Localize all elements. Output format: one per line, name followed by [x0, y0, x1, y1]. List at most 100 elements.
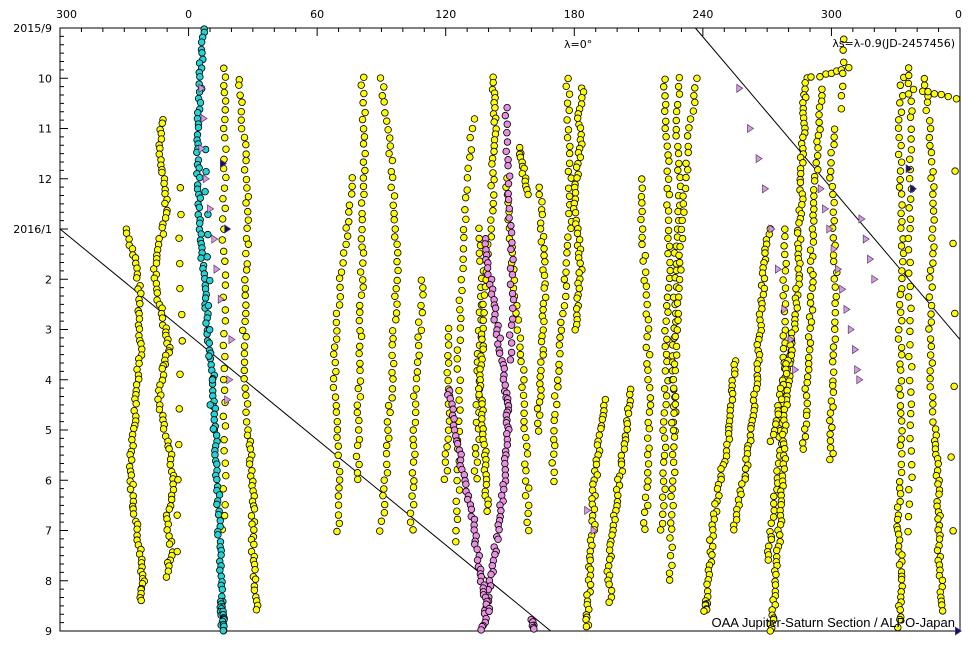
data-point	[339, 249, 348, 257]
data-point	[792, 285, 800, 293]
data-point	[675, 258, 684, 267]
triangle-point	[590, 525, 598, 536]
data-point	[559, 309, 567, 318]
data-point	[209, 425, 218, 433]
y-tick-label: 7	[45, 525, 52, 538]
data-point	[385, 434, 393, 442]
data-point	[494, 535, 502, 543]
data-point	[236, 91, 244, 99]
data-point	[409, 526, 417, 534]
data-point	[808, 284, 816, 292]
data-point	[638, 199, 646, 207]
data-point	[463, 174, 472, 182]
data-point	[378, 92, 387, 100]
data-point	[907, 304, 915, 313]
data-point	[904, 234, 913, 243]
data-point	[419, 284, 427, 292]
data-point	[925, 133, 934, 142]
data-point	[930, 183, 938, 191]
data-point	[641, 493, 650, 502]
data-point	[896, 360, 904, 368]
data-point	[243, 431, 252, 440]
data-point	[517, 357, 525, 366]
data-point	[678, 234, 687, 243]
data-point	[826, 167, 835, 176]
data-point	[906, 258, 914, 267]
data-point	[333, 327, 341, 335]
data-point	[357, 81, 365, 89]
data-point	[638, 240, 646, 249]
data-point	[661, 75, 669, 83]
data-point	[553, 376, 562, 384]
data-point	[673, 326, 682, 334]
data-point	[220, 64, 228, 72]
data-point	[242, 150, 250, 158]
data-point	[475, 390, 483, 399]
data-point	[660, 451, 669, 460]
data-point	[693, 74, 701, 83]
data-point	[409, 483, 418, 492]
triangle-point	[224, 395, 232, 405]
data-point	[491, 550, 499, 559]
data-point	[897, 409, 905, 417]
data-point	[572, 305, 581, 313]
data-point	[565, 106, 573, 115]
data-point	[176, 184, 185, 192]
data-point	[345, 201, 354, 209]
data-point	[675, 284, 683, 292]
data-point	[504, 161, 512, 170]
data-point	[801, 385, 809, 393]
data-point	[417, 301, 425, 310]
data-point	[444, 359, 453, 367]
data-point	[409, 435, 417, 444]
data-point	[906, 434, 914, 443]
data-point	[690, 91, 698, 100]
data-point	[937, 90, 946, 99]
data-point	[459, 225, 468, 234]
data-point	[504, 195, 513, 204]
data-point	[830, 217, 838, 225]
data-point	[333, 417, 341, 426]
data-point	[503, 128, 511, 137]
data-point	[904, 527, 912, 536]
triangle-point	[775, 264, 782, 274]
triangle-point	[213, 264, 221, 274]
data-point	[516, 343, 524, 351]
data-point	[506, 264, 515, 273]
data-point	[700, 607, 708, 615]
data-point	[462, 215, 470, 224]
data-point	[459, 264, 467, 273]
data-point	[926, 274, 934, 282]
data-point	[894, 530, 903, 538]
data-point	[494, 340, 502, 348]
data-point	[920, 81, 929, 89]
data-point	[356, 268, 365, 276]
data-point	[664, 249, 672, 258]
data-point	[221, 73, 230, 81]
data-point	[334, 511, 343, 519]
data-point	[440, 475, 449, 484]
data-point	[244, 240, 253, 248]
data-point	[897, 224, 905, 232]
data-point	[251, 565, 259, 574]
data-point	[359, 249, 368, 257]
triangle-point	[792, 365, 800, 375]
data-point	[669, 458, 678, 467]
data-point	[473, 545, 481, 553]
data-point	[770, 492, 778, 501]
data-point	[221, 134, 229, 142]
data-point	[723, 440, 731, 449]
data-point	[382, 449, 391, 458]
data-point	[380, 83, 388, 91]
data-point	[178, 337, 186, 345]
data-point	[221, 459, 229, 467]
data-point	[830, 275, 838, 283]
data-point	[682, 173, 690, 182]
data-point	[826, 455, 834, 464]
data-point	[380, 508, 389, 517]
data-point	[358, 115, 367, 124]
data-point	[353, 469, 362, 477]
data-point	[642, 282, 651, 290]
data-point	[240, 349, 249, 358]
data-point	[204, 301, 213, 310]
